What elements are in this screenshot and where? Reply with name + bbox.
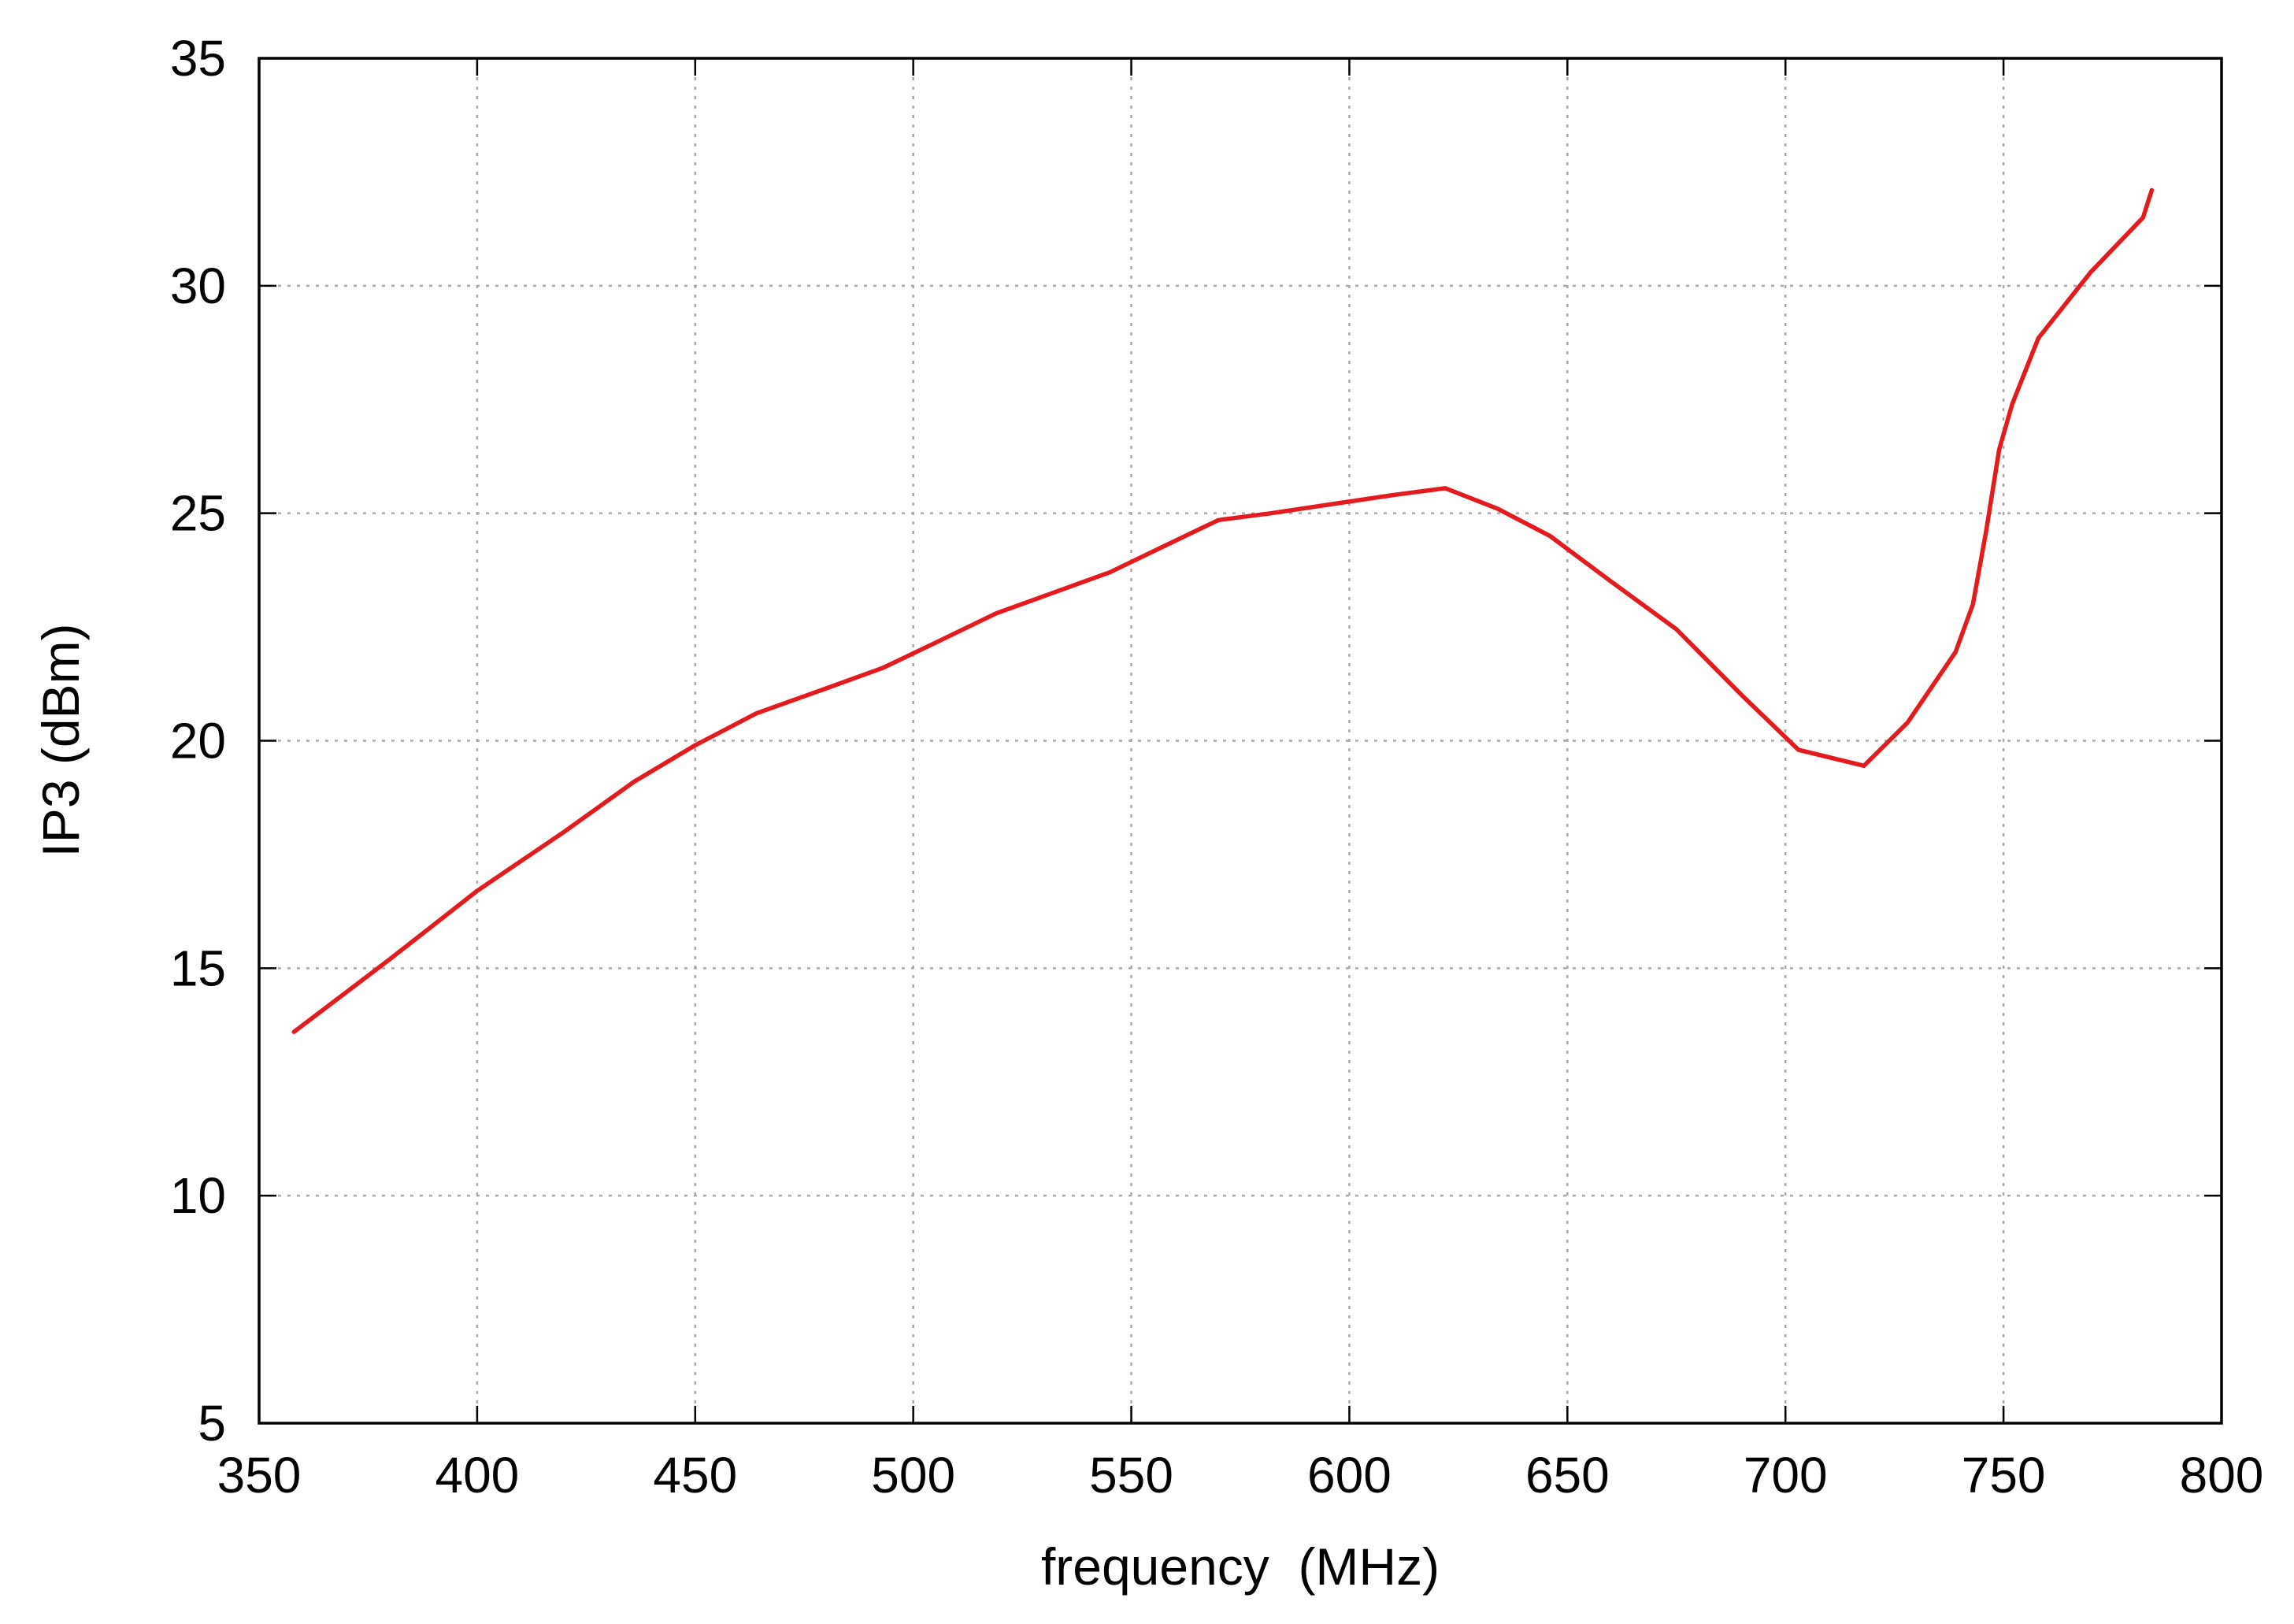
tick-marks (258, 57, 2223, 1425)
y-tick-label: 10 (170, 1167, 226, 1224)
y-tick-label: 15 (170, 940, 226, 996)
x-tick-label: 650 (1525, 1447, 1610, 1503)
x-tick-label: 450 (653, 1447, 737, 1503)
x-tick-label: 500 (871, 1447, 955, 1503)
y-tick-label: 30 (170, 258, 226, 314)
x-tick-label: 800 (2180, 1447, 2264, 1503)
x-tick-labels: 350 400 450 500 550 600 650 700 750 800 (217, 1447, 2264, 1503)
y-tick-labels: 5 10 15 20 25 30 35 (170, 30, 226, 1452)
y-tick-label: 20 (170, 713, 226, 769)
y-axis-label: IP3 (dBm) (32, 623, 90, 857)
y-tick-label: 5 (198, 1395, 226, 1452)
y-tick-label: 25 (170, 485, 226, 542)
x-tick-label: 550 (1089, 1447, 1173, 1503)
plot-frame (258, 57, 2223, 1425)
x-tick-label: 350 (217, 1447, 302, 1503)
series-layer (291, 187, 2155, 1034)
x-axis-label: frequency (MHz) (1041, 1537, 1440, 1596)
grid-lines (259, 58, 2222, 1423)
x-tick-label: 700 (1744, 1447, 1828, 1503)
x-tick-label: 600 (1307, 1447, 1392, 1503)
x-tick-label: 400 (435, 1447, 519, 1503)
series-line-0 (291, 187, 2155, 1034)
y-tick-label: 35 (170, 30, 226, 87)
x-tick-label: 750 (1962, 1447, 2046, 1503)
